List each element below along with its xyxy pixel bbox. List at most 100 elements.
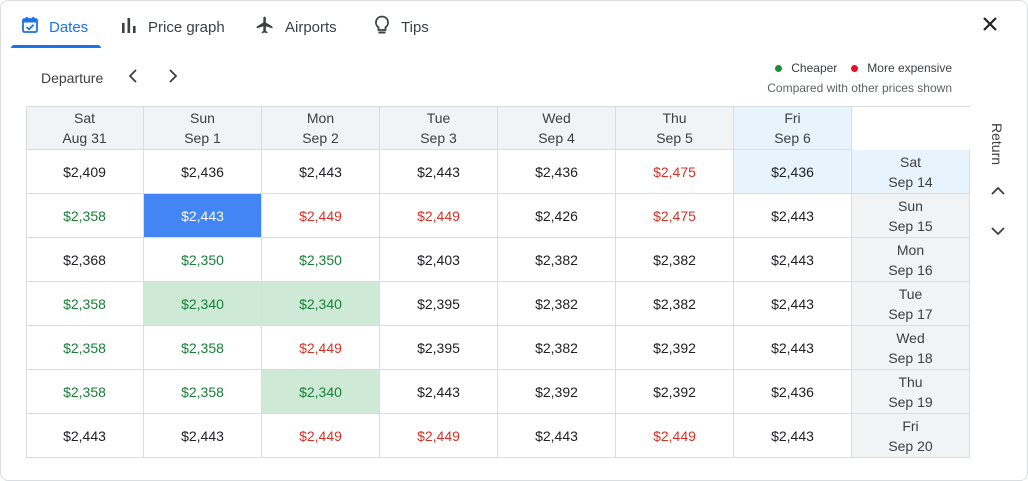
price-cell[interactable]: $2,382 [498, 282, 616, 326]
price-cell[interactable]: $2,382 [616, 282, 734, 326]
price-cell[interactable]: $2,443 [380, 370, 498, 414]
chevron-left-icon [128, 68, 138, 88]
price-cell[interactable]: $2,392 [498, 370, 616, 414]
price-cell[interactable]: $2,436 [734, 150, 852, 194]
tab-airports[interactable]: Airports [255, 9, 337, 45]
airplane-icon [255, 15, 285, 39]
price-cell[interactable]: $2,443 [734, 282, 852, 326]
price-cell[interactable]: $2,358 [26, 194, 144, 238]
price-cell[interactable]: $2,449 [262, 414, 380, 458]
row-header-day: Wed [896, 329, 925, 346]
price-cell[interactable]: $2,368 [26, 238, 144, 282]
return-date-header[interactable]: Tue Sep 17 [852, 282, 970, 326]
tab-tips[interactable]: Tips [373, 9, 429, 45]
price-cell[interactable]: $2,449 [262, 194, 380, 238]
price-cell[interactable]: $2,358 [144, 370, 262, 414]
legend-more-expensive: More expensive [851, 61, 952, 75]
return-date-header[interactable]: Fri Sep 20 [852, 414, 970, 458]
departure-date-header[interactable]: Wed Sep 4 [498, 106, 616, 150]
price-cell[interactable]: $2,436 [734, 370, 852, 414]
departure-next-button[interactable] [163, 67, 183, 89]
price-cell[interactable]: $2,443 [734, 326, 852, 370]
price-cell[interactable]: $2,392 [616, 370, 734, 414]
legend-note: Compared with other prices shown [767, 81, 952, 95]
departure-date-header[interactable]: Fri Sep 6 [734, 106, 852, 150]
price-cell[interactable]: $2,443 [26, 414, 144, 458]
row-header-date: Sep 17 [888, 305, 933, 322]
row-header-day: Thu [898, 373, 923, 390]
price-cell[interactable]: $2,443 [144, 414, 262, 458]
price-cell[interactable]: $2,436 [498, 150, 616, 194]
price-cell[interactable]: $2,382 [498, 326, 616, 370]
close-button[interactable] [977, 13, 1003, 39]
tab-price-graph-label: Price graph [148, 18, 225, 36]
row-header-day: Sun [898, 197, 923, 214]
price-cell[interactable]: $2,395 [380, 326, 498, 370]
price-cell[interactable]: $2,443 [734, 238, 852, 282]
tab-dates-label: Dates [49, 18, 89, 36]
header-day: Sun [190, 109, 215, 126]
chevron-up-icon [991, 183, 1005, 201]
tab-bar: Dates Price graph Airports Tips [1, 1, 961, 51]
price-cell[interactable]: $2,350 [144, 238, 262, 282]
row-header-date: Sep 20 [888, 437, 933, 454]
price-cell[interactable]: $2,426 [498, 194, 616, 238]
price-cell[interactable]: $2,358 [144, 326, 262, 370]
header-date: Sep 4 [538, 129, 575, 146]
calendar-icon [21, 16, 49, 38]
return-date-header[interactable]: Sun Sep 15 [852, 194, 970, 238]
price-cell[interactable]: $2,403 [380, 238, 498, 282]
price-cell[interactable]: $2,340 [262, 370, 380, 414]
lightbulb-icon [373, 15, 401, 39]
price-cell[interactable]: $2,358 [26, 282, 144, 326]
return-prev-button[interactable] [987, 181, 1009, 203]
red-dot-icon [851, 64, 859, 72]
departure-date-header[interactable]: Mon Sep 2 [262, 106, 380, 150]
departure-date-header[interactable]: Sun Sep 1 [144, 106, 262, 150]
header-day: Thu [662, 109, 687, 126]
departure-prev-button[interactable] [123, 67, 143, 89]
price-cell[interactable]: $2,358 [26, 326, 144, 370]
departure-date-header[interactable]: Tue Sep 3 [380, 106, 498, 150]
return-date-header[interactable]: Wed Sep 18 [852, 326, 970, 370]
header-day: Fri [784, 109, 801, 126]
row-header-day: Fri [902, 417, 919, 434]
price-cell[interactable]: $2,392 [616, 326, 734, 370]
price-cell[interactable]: $2,443 [144, 194, 262, 238]
price-cell[interactable]: $2,395 [380, 282, 498, 326]
row-header-date: Sep 19 [888, 393, 933, 410]
price-legend: Cheaper More expensive Compared with oth… [761, 61, 952, 95]
departure-date-header[interactable]: Sat Aug 31 [26, 106, 144, 150]
row-header-day: Sat [899, 153, 921, 170]
price-cell[interactable]: $2,382 [616, 238, 734, 282]
price-cell[interactable]: $2,443 [734, 414, 852, 458]
price-cell[interactable]: $2,449 [380, 194, 498, 238]
price-cell[interactable]: $2,443 [262, 150, 380, 194]
price-cell[interactable]: $2,358 [26, 370, 144, 414]
chevron-right-icon [168, 68, 178, 88]
tab-tips-label: Tips [401, 18, 429, 36]
price-cell[interactable]: $2,382 [498, 238, 616, 282]
price-cell[interactable]: $2,409 [26, 150, 144, 194]
return-date-header[interactable]: Thu Sep 19 [852, 370, 970, 414]
tab-price-graph[interactable]: Price graph [121, 9, 225, 45]
price-cell[interactable]: $2,449 [380, 414, 498, 458]
price-cell[interactable]: $2,340 [144, 282, 262, 326]
tab-dates[interactable]: Dates [21, 9, 88, 45]
price-cell[interactable]: $2,350 [262, 238, 380, 282]
chevron-down-icon [991, 223, 1005, 241]
price-cell[interactable]: $2,436 [144, 150, 262, 194]
price-cell[interactable]: $2,443 [498, 414, 616, 458]
price-cell[interactable]: $2,475 [616, 150, 734, 194]
price-cell[interactable]: $2,449 [262, 326, 380, 370]
return-next-button[interactable] [987, 221, 1009, 243]
price-cell[interactable]: $2,443 [380, 150, 498, 194]
price-cell[interactable]: $2,443 [734, 194, 852, 238]
return-date-header[interactable]: Mon Sep 16 [852, 238, 970, 282]
price-cell[interactable]: $2,475 [616, 194, 734, 238]
price-cell[interactable]: $2,340 [262, 282, 380, 326]
return-date-header[interactable]: Sat Sep 14 [852, 150, 970, 194]
departure-date-header[interactable]: Thu Sep 5 [616, 106, 734, 150]
price-cell[interactable]: $2,449 [616, 414, 734, 458]
